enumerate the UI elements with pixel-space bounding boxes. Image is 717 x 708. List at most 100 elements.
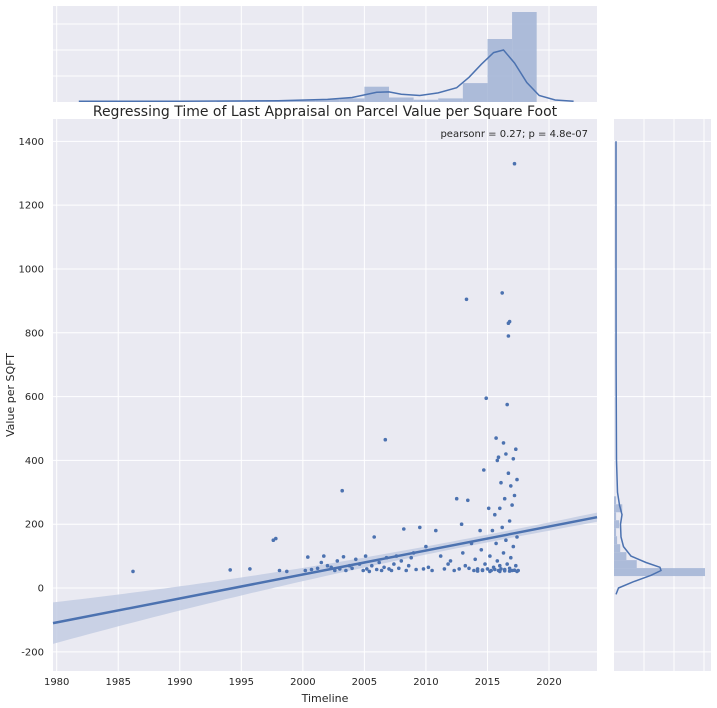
scatter-point (389, 568, 394, 573)
scatter-point (505, 562, 510, 566)
scatter-point (493, 512, 497, 517)
scatter-point (511, 457, 516, 461)
scatter-point (478, 528, 482, 533)
main-grid (53, 119, 597, 671)
scatter-point (509, 484, 513, 488)
right-histogram-bar (614, 536, 618, 545)
right-histogram-bar (614, 496, 617, 505)
top-histogram-bar (339, 98, 365, 102)
scatter-point (384, 555, 389, 560)
x-tick-label: 2000 (290, 677, 315, 688)
scatter-point (498, 569, 502, 574)
scatter-point (500, 525, 505, 530)
scatter-point (495, 458, 500, 463)
scatter-point (274, 536, 278, 541)
scatter-point (333, 568, 337, 573)
scatter-point (319, 560, 324, 565)
right-histogram-bar (614, 512, 617, 521)
scatter-point (357, 562, 362, 566)
scatter-point (228, 568, 232, 572)
scatter-point (285, 569, 289, 574)
top-marginal-panel (53, 6, 597, 103)
scatter-point (467, 566, 471, 571)
scatter-point (466, 498, 470, 503)
main-plot-background (53, 119, 597, 671)
scatter-point (502, 569, 507, 573)
x-tick-label: 2005 (352, 677, 377, 688)
scatter-point (372, 535, 377, 539)
scatter-point (507, 519, 512, 523)
scatter-point (510, 503, 514, 507)
right-histogram-bar (614, 544, 621, 553)
right-histogram-bar (614, 568, 705, 577)
scatter-point (506, 471, 511, 476)
top-marginal-histogram (118, 12, 537, 102)
scatter-point (315, 566, 320, 571)
scatter-point (309, 567, 314, 572)
scatter-point (329, 565, 334, 570)
scatter-point (277, 568, 282, 573)
x-tick-label: 1990 (167, 677, 192, 688)
scatter-point (514, 563, 518, 568)
scatter-point (377, 560, 382, 565)
scatter-point (498, 563, 502, 568)
scatter-point (464, 297, 469, 302)
y-tick-label: 800 (25, 328, 44, 339)
scatter-point (512, 161, 517, 166)
scatter-point (340, 488, 345, 493)
scatter-point (501, 441, 506, 445)
main-panel: 1980 1985 1990 1995 2000 2005 2010 2015 2020 -20… (19, 119, 598, 688)
scatter-point (463, 563, 468, 568)
scatter-point (402, 527, 406, 531)
scatter-point (438, 554, 443, 558)
scatter-point (406, 563, 411, 568)
scatter-point (365, 567, 369, 571)
scatter-point (515, 569, 519, 574)
top-histogram-bar (487, 39, 513, 102)
y-tick-labels: -200 0 200 400 600 800 1000 1200 1400 (19, 137, 44, 659)
scatter-point (335, 559, 340, 563)
scatter-point (392, 562, 396, 566)
right-marginal-kde-curve (615, 141, 662, 595)
scatter-point (507, 569, 512, 573)
x-tick-label: 2010 (413, 677, 438, 688)
scatter-point (485, 567, 490, 571)
scatter-point (322, 554, 326, 558)
scatter-point (509, 555, 513, 560)
top-histogram-bar (512, 12, 537, 102)
scatter-point (479, 548, 484, 552)
top-histogram-bar (389, 97, 414, 102)
scatter-point (484, 396, 489, 401)
right-histogram-bar (614, 560, 637, 569)
scatter-point (354, 557, 358, 562)
scatter-point (496, 455, 501, 460)
right-histogram-bar (614, 552, 627, 561)
y-tick-label: 400 (25, 456, 44, 467)
scatter-point (472, 568, 476, 573)
scatter-point (494, 541, 498, 546)
scatter-point (500, 291, 505, 295)
scatter-point (495, 559, 500, 563)
scatter-point (421, 567, 426, 571)
y-axis-label: Value per SQFT (4, 353, 17, 437)
pearson-annotation: pearsonr = 0.27; p = 4.8e-07 (440, 129, 588, 140)
x-tick-label: 2020 (536, 677, 561, 688)
scatter-point (434, 528, 438, 533)
scatter-point (404, 568, 409, 573)
scatter-point (411, 551, 416, 555)
scatter-point (338, 567, 342, 571)
y-tick-label: 1200 (19, 201, 44, 212)
scatter-point (374, 567, 379, 572)
scatter-point (494, 436, 498, 440)
x-tick-label: 1995 (229, 677, 254, 688)
scatter-point (397, 566, 401, 571)
scatter-point (457, 567, 462, 571)
scatter-point (469, 541, 474, 546)
top-marginal-kde-curve (78, 49, 574, 103)
scatter-point (426, 565, 431, 570)
right-marginal-grid (614, 119, 711, 671)
scatter-point (379, 568, 384, 573)
scatter-point (344, 568, 348, 573)
top-histogram-bar (438, 98, 463, 102)
scatter-point (505, 402, 510, 407)
